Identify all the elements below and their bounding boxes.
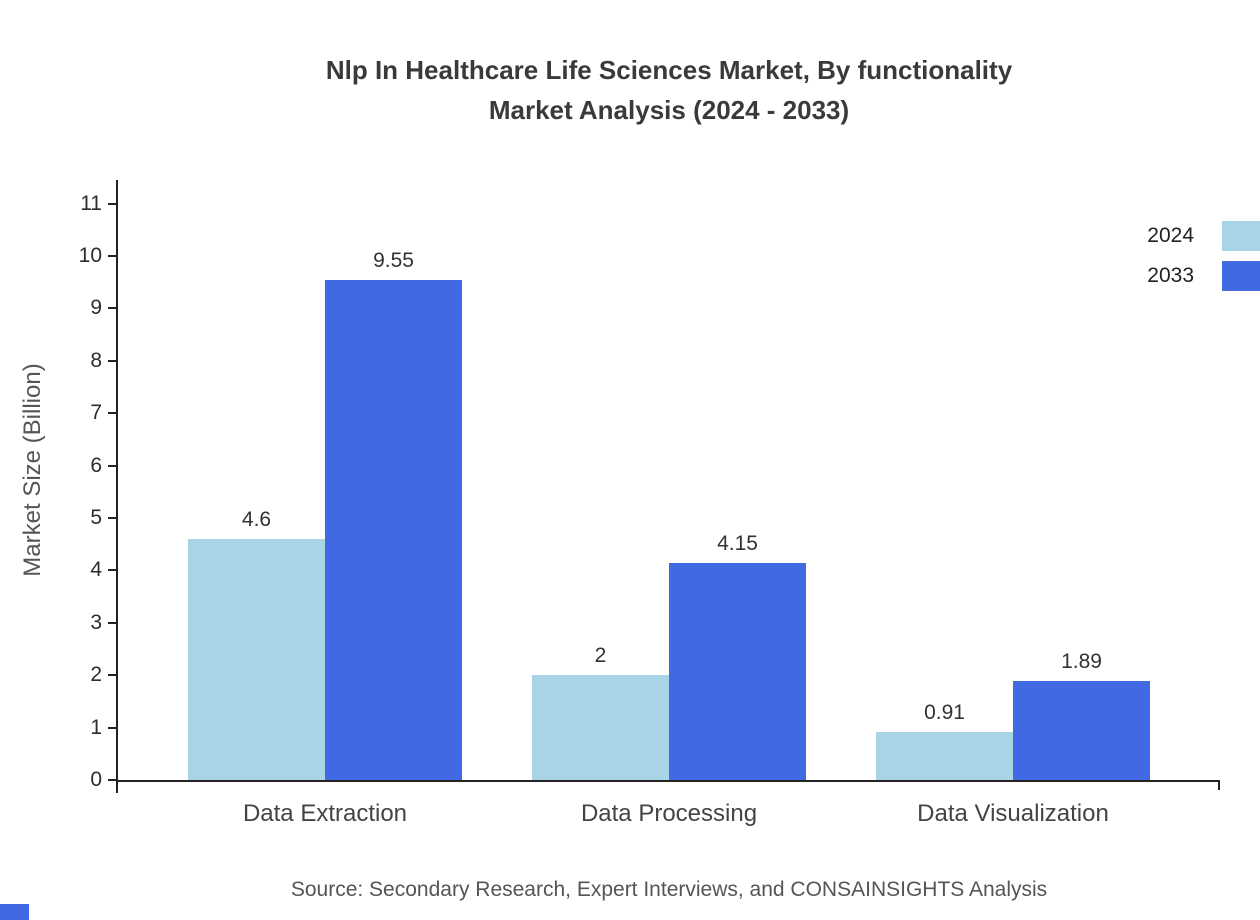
y-tick-mark [108,517,116,519]
bar-group-data-visualization: 0.91 1.89 Data Visualization [876,650,1150,827]
legend: 2024 2033 [1147,216,1260,296]
legend-item-2033: 2033 [1147,256,1260,296]
y-axis-line [116,180,118,793]
bar-2033-data-extraction: 9.55 [325,249,462,780]
y-axis-title: Market Size (Billion) [19,363,46,577]
legend-swatch [1222,221,1260,251]
y-tick-label: 7 [90,401,102,425]
bar-value-label: 9.55 [373,248,414,272]
y-tick-label: 0 [90,768,102,791]
legend-swatch [1222,261,1260,291]
y-tick-label: 5 [90,506,102,529]
x-axis-line [116,780,1220,782]
bar-value-label: 0.91 [924,701,965,725]
y-tick-mark [108,674,116,677]
bar-value-label: 1.89 [1061,649,1102,673]
y-tick-label: 8 [90,348,102,372]
bar-2024-data-visualization: 0.91 [876,701,1013,780]
y-tick-mark [108,779,116,781]
bar-value-label: 4.6 [241,507,272,531]
legend-item-2024: 2024 [1147,216,1260,256]
bar-2033-data-processing: 4.15 [669,532,806,780]
y-tick-mark [108,726,116,729]
bar-value-label: 2 [594,644,607,668]
y-tick-label: 2 [90,663,102,687]
y-tick-mark [108,202,116,205]
y-tick-label: 6 [90,453,102,477]
y-tick-mark [108,359,116,362]
y-tick-mark [108,621,116,624]
watermark-corner-square [0,904,29,920]
plot-area: 4.6 9.55 Data Extraction 2 4.15 Data Processi… [79,180,1220,827]
bar-groups: 4.6 9.55 Data Extraction 2 4.15 Data Processi… [118,180,1220,827]
bar-2024-data-processing: 2 [532,644,669,780]
y-tick-label: 1 [90,715,102,739]
y-tick-label: 10 [78,244,102,267]
bar-2033-data-visualization: 1.89 [1013,650,1150,780]
y-tick-label: 9 [90,296,102,320]
y-tick-mark [108,307,116,310]
x-category-label: Data Processing [580,800,758,827]
y-tick-label: 4 [90,558,102,582]
bar-group-data-extraction: 4.6 9.55 Data Extraction [188,249,462,827]
legend-label: 2033 [1147,264,1194,287]
x-axis-end-tick [1218,780,1220,790]
x-category-label: Data Extraction [242,800,408,827]
chart-title-line-2: Market Analysis (2024 - 2033) [488,95,850,125]
y-tick-label: 3 [90,610,102,634]
legend-label: 2024 [1147,224,1194,247]
y-tick-mark [108,569,116,572]
y-tick-label: 11 [80,191,102,215]
chart-title-line-1: Nlp In Healthcare Life Sciences Market, … [325,55,1013,85]
chart-title: Nlp In Healthcare Life Sciences Market, … [118,50,1220,130]
y-tick-mark [108,464,116,467]
bar-value-label: 4.15 [717,531,758,555]
x-category-label: Data Visualization [917,800,1109,827]
y-tick-mark [108,255,116,257]
bar-group-data-processing: 2 4.15 Data Processing [532,532,806,827]
bar-2024-data-extraction: 4.6 [188,508,325,780]
source-note: Source: Secondary Research, Expert Inter… [290,878,1048,901]
y-tick-mark [108,412,116,415]
